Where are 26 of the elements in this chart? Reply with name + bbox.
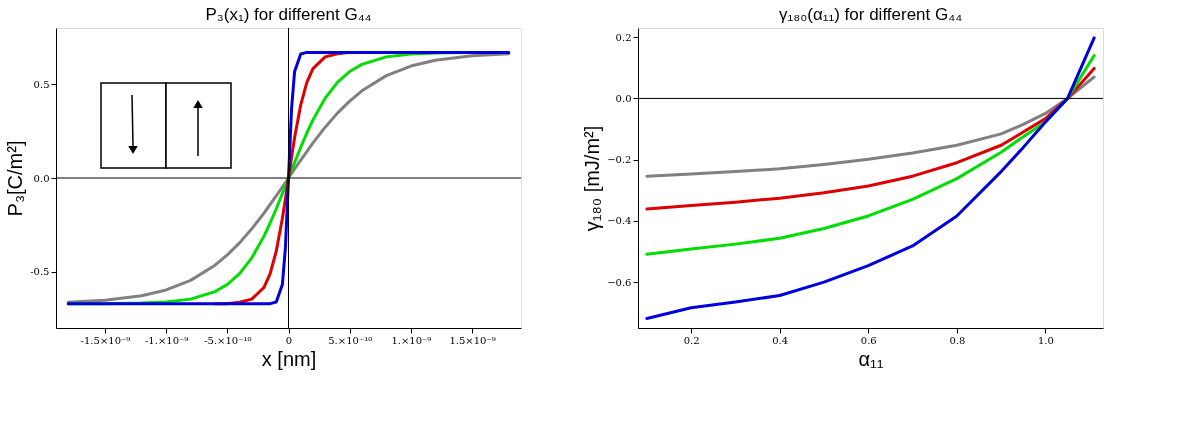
chart-title: γ₁₈₀(α₁₁) for different G₄₄: [778, 5, 963, 24]
y-tick-label: 0.0: [615, 92, 632, 104]
y-tick-label: -0.5: [30, 266, 50, 278]
x-tick-label: 5.×10⁻¹⁰: [328, 334, 373, 346]
x-tick-label: -1.×10⁻⁹: [144, 334, 189, 346]
y-axis-title: P₃[C/m²]: [4, 140, 27, 217]
x-axis-title: x [nm]: [261, 347, 317, 370]
x-axis-title: α₁₁: [858, 347, 884, 370]
y-tick-label: 0.2: [615, 31, 632, 43]
y-tick-label: −0.6: [607, 276, 632, 288]
x-tick-label: -5.×10⁻¹⁰: [204, 334, 252, 346]
y-tick-label: 0.5: [33, 78, 50, 90]
chart-title: P₃(x₁) for different G₄₄: [205, 4, 372, 24]
x-tick-label: 1.×10⁻⁹: [391, 334, 432, 346]
x-tick-label: 0.2: [683, 334, 700, 346]
x-tick-label: 0.8: [949, 334, 966, 346]
x-tick-label: 1.0: [1037, 334, 1054, 346]
y-axis-title: γ₁₈₀ [mJ/m²]: [581, 125, 604, 232]
x-tick-label: -1.5×10⁻⁹: [80, 334, 131, 346]
x-tick-label: 0: [285, 334, 293, 346]
x-tick-label: 0.4: [772, 334, 789, 346]
y-tick-label: −0.2: [607, 154, 632, 166]
x-tick-label: 1.5×10⁻⁹: [449, 334, 496, 346]
y-tick-label: −0.4: [607, 215, 632, 227]
y-tick-label: 0.0: [33, 172, 50, 184]
x-tick-label: 0.6: [860, 334, 877, 346]
